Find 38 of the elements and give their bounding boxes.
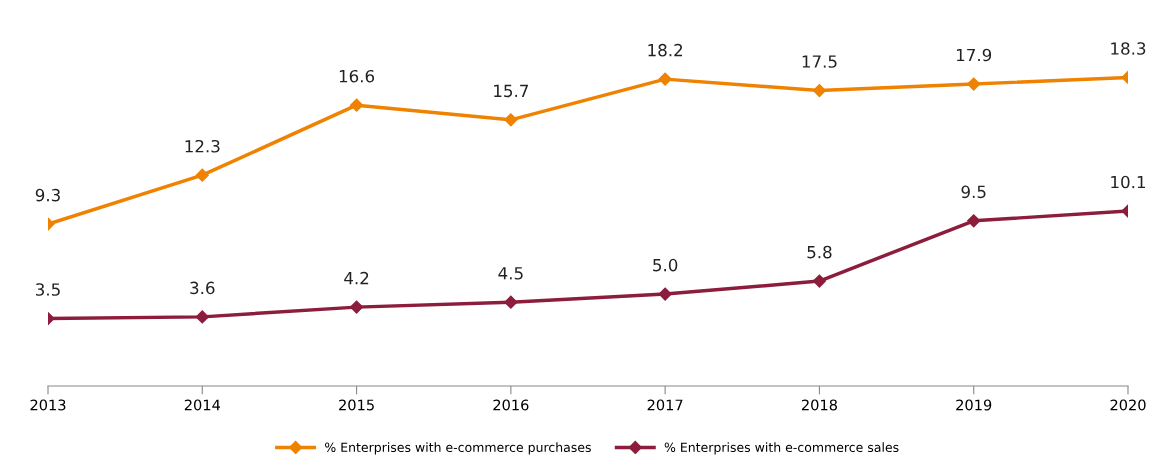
point — [195, 310, 209, 324]
point — [658, 72, 672, 86]
data-label: 3.6 — [190, 281, 215, 295]
point — [967, 214, 981, 228]
legend-label: % Enterprises with e-commerce sales — [664, 442, 899, 455]
data-label: 4.2 — [344, 271, 369, 285]
point — [504, 295, 518, 309]
point — [349, 300, 364, 314]
data-label: 5.0 — [653, 258, 678, 272]
data-label: 18.3 — [1111, 42, 1146, 55]
data-label: 17.9 — [956, 48, 992, 62]
data-label: 10.1 — [1111, 175, 1146, 189]
x-tick-label: 2016 — [493, 399, 529, 411]
point — [658, 287, 672, 301]
data-label: 9.3 — [35, 188, 60, 202]
point — [812, 274, 827, 288]
data-label: 9.5 — [961, 185, 986, 199]
point — [504, 113, 518, 127]
data-label: 3.5 — [36, 283, 60, 296]
x-tick-label: 2018 — [801, 399, 837, 411]
x-tick-label: 2015 — [339, 399, 374, 411]
x-tick-label: 2020 — [1110, 399, 1146, 411]
point — [812, 83, 827, 98]
data-label: 17.5 — [802, 55, 837, 68]
point — [967, 77, 981, 91]
data-label: 5.8 — [807, 245, 832, 259]
x-tick-label: 2017 — [647, 399, 683, 411]
data-label: 12.3 — [185, 139, 220, 153]
data-label: 15.7 — [494, 84, 528, 98]
x-tick-label: 2019 — [956, 399, 992, 411]
data-label: 16.6 — [339, 69, 375, 83]
x-tick-label: 2013 — [30, 399, 66, 411]
data-label: 4.5 — [498, 267, 523, 280]
data-label: 18.2 — [648, 43, 683, 57]
legend-label: % Enterprises with e-commerce purchases — [325, 442, 591, 455]
x-tick-label: 2014 — [184, 399, 221, 411]
point — [195, 168, 209, 182]
point — [349, 98, 364, 112]
